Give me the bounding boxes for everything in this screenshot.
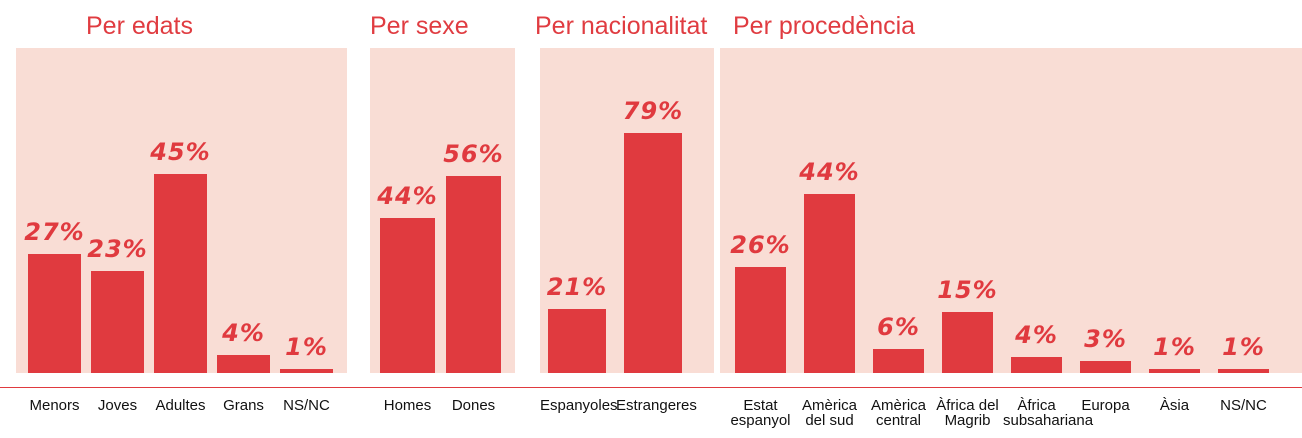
bar [1080,360,1131,373]
baseline [0,387,1302,388]
value-label: 3% [1084,324,1127,353]
x-tick-label: Àfrica del Magrib [936,397,999,429]
chart-title: Per nacionalitat [535,12,708,40]
value-label: 44% [799,157,860,186]
value-label: 56% [443,139,504,168]
bar [548,309,606,373]
chart-title: Per sexe [370,12,469,40]
chart-title: Per procedència [733,12,916,40]
bar [446,175,501,373]
bar [1218,368,1269,373]
value-label: 44% [377,182,438,211]
x-tick-label: Estat espanyol [730,397,791,429]
x-tick-label: Homes [383,397,432,414]
bar [624,132,682,373]
value-label: 1% [1222,332,1265,361]
x-tick-label: Grans [223,397,264,414]
x-tick-label: Amèrica central [870,397,926,429]
value-label: 15% [937,275,998,304]
x-tick-label: Dones [451,397,496,414]
bar [154,174,207,373]
x-tick-label: NS/NC [1220,397,1267,414]
x-tick-label: Àfrica subsahariana [1003,397,1094,429]
x-tick-label: Amèrica del sud [801,397,857,429]
x-tick-label: Joves [97,397,138,414]
value-label: 79% [622,96,684,125]
bar [217,355,270,373]
x-tick-label: NS/NC [283,397,330,414]
bar [735,267,786,373]
value-label: 1% [285,332,328,361]
value-label: 23% [87,235,148,264]
bar [28,253,81,373]
value-label: 27% [24,217,85,246]
bar [942,311,993,373]
bar [91,271,144,373]
value-label: 45% [150,138,211,167]
value-label: 21% [546,273,608,302]
bar [380,218,435,373]
bar [1011,356,1062,373]
x-tick-label: Estrangeres [616,397,697,414]
x-tick-label: Menors [29,397,80,414]
value-label: 4% [1015,320,1058,349]
value-label: 4% [222,319,265,348]
x-tick-label: Espanyoles [540,397,618,414]
x-tick-label: Àsia [1159,397,1190,414]
chart-title: Per edats [86,12,194,40]
value-label: 6% [877,312,920,341]
bar [280,368,333,373]
value-label: 26% [730,231,791,260]
x-tick-label: Adultes [155,397,206,414]
bar [1149,368,1200,373]
x-tick-label: Europa [1081,397,1130,414]
value-label: 1% [1153,332,1196,361]
bar [804,193,855,373]
bar [873,348,924,373]
